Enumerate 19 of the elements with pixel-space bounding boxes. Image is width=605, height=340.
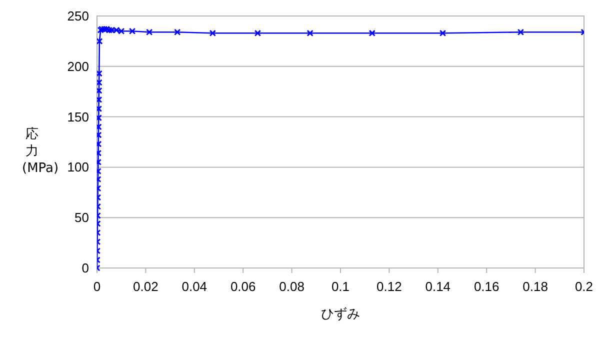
x-tick-label: 0.06: [230, 279, 256, 294]
y-tick-label: 250: [67, 8, 89, 24]
x-tick-label: 0.12: [376, 279, 402, 294]
y-tick-label: 150: [67, 109, 89, 124]
x-tick-label: 0.1: [331, 279, 350, 294]
x-tick-label: 0.2: [574, 279, 594, 294]
y-tick-label: 200: [67, 58, 89, 74]
x-tick-label: 0.16: [474, 279, 500, 294]
x-tick-label: 0.02: [133, 279, 158, 294]
x-tick-label: 0.14: [425, 279, 451, 294]
x-tick-label: 0: [93, 279, 101, 294]
y-tick-label: 50: [74, 210, 89, 226]
x-tick-label: 0.18: [522, 279, 548, 294]
y-tick-label: 100: [67, 160, 89, 175]
x-axis-title: ひずみ: [321, 306, 360, 321]
y-tick-label: 0: [82, 260, 89, 276]
x-tick-label: 0.08: [279, 279, 304, 294]
x-tick-label: 0.04: [182, 279, 208, 294]
y-axis-title: 応力 (MPa): [22, 126, 59, 177]
